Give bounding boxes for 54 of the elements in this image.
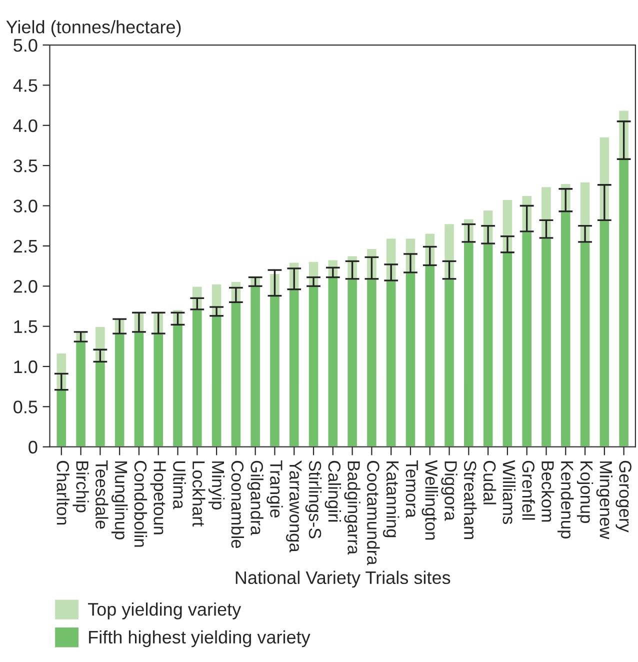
y-tick-label: 0 xyxy=(28,440,38,454)
x-tick-label: Beckom xyxy=(542,461,554,522)
x-tick-label: Teesdale xyxy=(96,460,108,529)
bar xyxy=(385,280,398,447)
x-tick-label: Trangie xyxy=(266,460,283,518)
x-tick-label: Badgingarra xyxy=(344,461,360,555)
y-tick-label: 0.5 xyxy=(14,400,38,414)
x-tick-label: Katanning xyxy=(383,461,400,538)
legend-label: Top yielding variety xyxy=(88,602,242,620)
y-tick-label: 3.5 xyxy=(14,160,38,172)
x-tick-label: Coonamble xyxy=(231,460,244,548)
bar xyxy=(404,272,417,447)
x-tick-label: Cudal xyxy=(483,460,496,504)
x-tick-label: Ultima xyxy=(173,461,186,510)
x-tick-label: Kojonup xyxy=(576,461,594,524)
y-tick-label: 3.0 xyxy=(14,200,38,212)
bar xyxy=(132,331,145,447)
x-tick-label: Hopetoun xyxy=(150,461,166,534)
x-tick-label: Diggora xyxy=(441,461,458,521)
y-tick-label: 1.5 xyxy=(14,320,38,334)
x-tick-label: Calingiri xyxy=(324,460,341,522)
legend-label: Fifth highest yielding variety xyxy=(89,630,310,648)
x-tick-label: Minyip xyxy=(208,461,225,510)
x-tick-label: Streatham xyxy=(464,460,477,539)
y-tick-label: 2.5 xyxy=(14,240,38,253)
y-tick-label: 4.0 xyxy=(13,119,38,132)
x-tick-label: Temora xyxy=(406,460,418,518)
x-axis-title: National Variety Trials sites xyxy=(236,570,450,588)
x-tick-label: Wellington xyxy=(422,460,438,540)
x-tick-label: Stirlings-S xyxy=(305,460,322,538)
y-tick-label: 1.0 xyxy=(14,360,38,374)
y-tick-label: 5.0 xyxy=(14,38,38,52)
bar xyxy=(520,230,533,447)
x-tick-label: Grenfell xyxy=(522,460,535,520)
x-tick-label: Mingenew xyxy=(596,461,613,540)
x-tick-label: Condobolin xyxy=(134,460,148,547)
x-tick-label: Lockhart xyxy=(192,461,206,527)
x-tick-label: Charlton xyxy=(56,460,70,525)
bar xyxy=(482,242,494,447)
x-tick-label: Gerogery xyxy=(616,460,632,532)
y-axis-title: Yield (tonnes/hectare) xyxy=(6,20,181,37)
x-tick-label: Gilgandra xyxy=(247,460,264,536)
y-tick-label: 4.5 xyxy=(13,79,38,92)
bar xyxy=(191,308,204,447)
bar xyxy=(152,332,164,447)
x-tick-label: Yarrawonga xyxy=(286,460,302,552)
y-tick-label: 2.0 xyxy=(14,280,38,293)
x-tick-label: Williams xyxy=(502,460,516,524)
x-tick-label: Cootamundra xyxy=(367,460,380,566)
x-tick-label: Kendenup xyxy=(558,461,574,538)
bar xyxy=(74,340,87,447)
bar xyxy=(114,332,126,447)
x-tick-label: Birchip xyxy=(72,461,89,512)
x-tick-label: Munglinup xyxy=(111,461,128,540)
